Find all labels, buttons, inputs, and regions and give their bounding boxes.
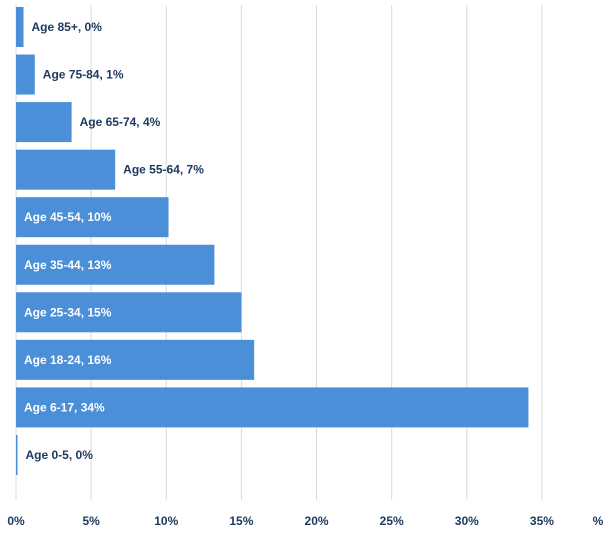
bar [16,54,35,95]
bar-data-label: Age 0-5, 0% [26,448,94,462]
bar [16,434,18,475]
bar-data-label: Age 25-34, 15% [24,305,112,319]
bar [16,339,255,380]
x-tick-label: 35% [530,514,554,528]
x-axis-ticks: 0% 5% 10% 15% 20% 25% 30% 35% [7,514,554,528]
x-tick-label: 5% [82,514,100,528]
data-labels: Age 85+, 0% Age 75-84, 1% Age 65-74, 4% Age… [24,20,204,462]
x-tick-label: 25% [380,514,404,528]
x-tick-label: 10% [154,514,178,528]
bar-data-label: Age 6-17, 34% [24,400,105,414]
bar-data-label: Age 75-84, 1% [43,68,124,82]
bar-data-label: Age 45-54, 10% [24,210,112,224]
bar-data-label: Age 35-44, 13% [24,258,112,272]
bar-data-label: Age 65-74, 4% [80,115,161,129]
x-tick-label: 0% [7,514,25,528]
x-tick-label: 15% [229,514,253,528]
bar [16,244,215,285]
bar-data-label: Age 55-64, 7% [123,163,204,177]
x-tick-label: 30% [455,514,479,528]
x-axis-unit-label: % [593,514,604,528]
bar [16,149,116,190]
bar [16,102,72,143]
bar [16,292,242,333]
x-tick-label: 20% [305,514,329,528]
bar-data-label: Age 85+, 0% [32,20,103,34]
bar [16,197,169,238]
bar [16,7,24,47]
bar [16,387,529,428]
bar-data-label: Age 18-24, 16% [24,353,112,367]
bars [16,7,529,475]
